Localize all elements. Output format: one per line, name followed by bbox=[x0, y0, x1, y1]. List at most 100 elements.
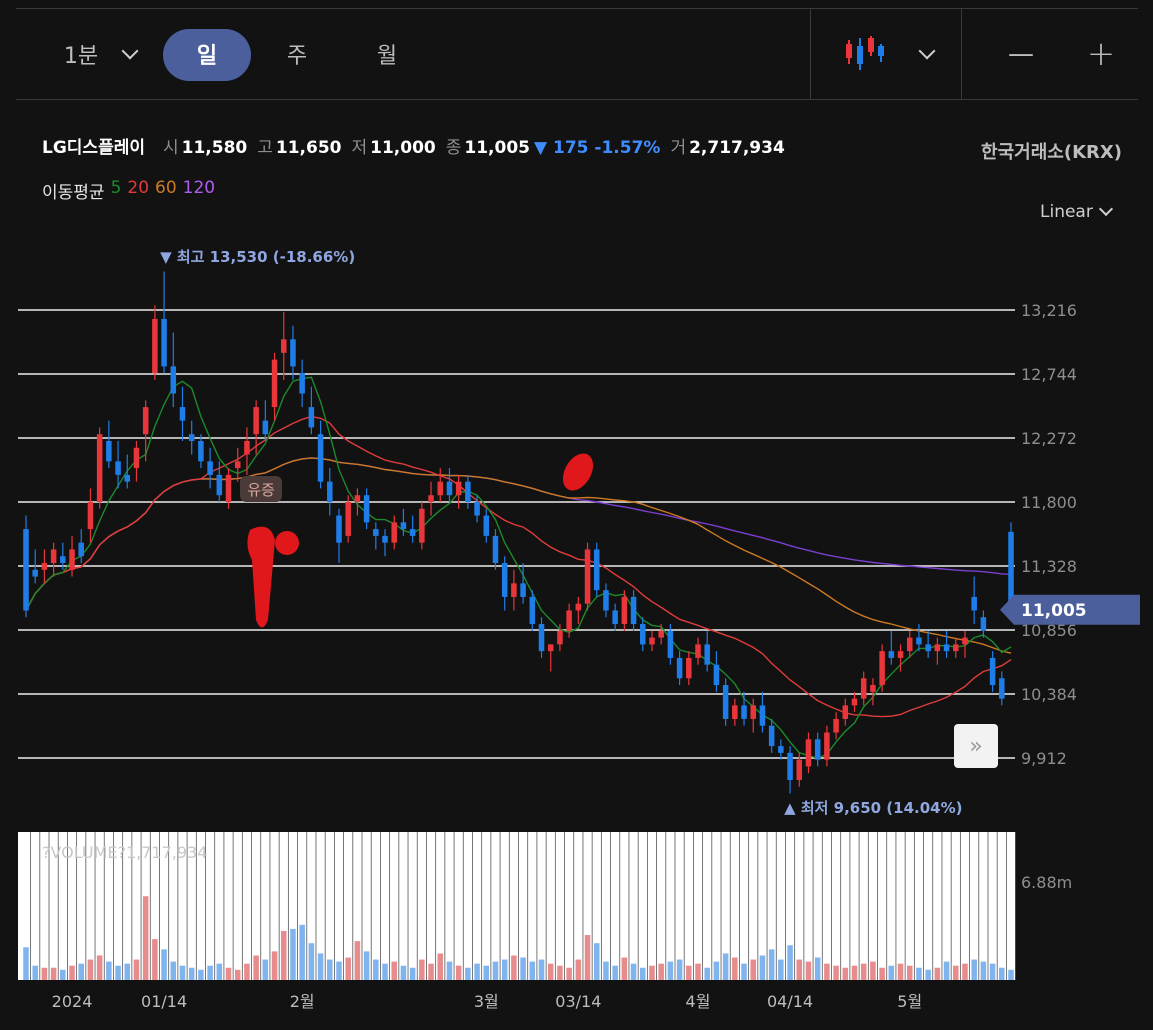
volume-bar bbox=[198, 969, 204, 980]
candle-body bbox=[824, 732, 830, 760]
double-chevron-right-icon: » bbox=[969, 733, 983, 759]
interval-month-button[interactable]: 월 bbox=[364, 9, 410, 99]
scroll-latest-button[interactable]: » bbox=[954, 724, 998, 768]
candle bbox=[419, 502, 425, 550]
candle bbox=[621, 590, 628, 631]
event-badge-bg bbox=[240, 476, 282, 502]
candle-body bbox=[207, 461, 213, 475]
candle-body bbox=[842, 705, 849, 719]
candle-body bbox=[317, 434, 324, 482]
candle bbox=[455, 474, 462, 509]
candle-body bbox=[759, 705, 766, 726]
candle-body bbox=[768, 725, 775, 747]
candle bbox=[511, 569, 517, 611]
candle bbox=[299, 359, 305, 408]
candle bbox=[962, 630, 968, 658]
candle bbox=[713, 651, 720, 692]
candle-body bbox=[290, 339, 296, 367]
candle bbox=[925, 630, 931, 658]
zoom-in-button[interactable]: + bbox=[1076, 9, 1126, 99]
interval-dropdown-chevron-icon[interactable] bbox=[120, 9, 140, 99]
candle-body bbox=[446, 481, 453, 496]
candle bbox=[879, 644, 885, 692]
candle-body bbox=[686, 657, 692, 679]
volume-bar bbox=[934, 967, 941, 980]
volume-bar bbox=[759, 955, 766, 980]
zoom-out-button[interactable]: — bbox=[996, 9, 1046, 99]
candle-body bbox=[23, 529, 29, 611]
candle bbox=[483, 508, 490, 543]
candle bbox=[133, 440, 140, 482]
interval-minute-button[interactable]: 1분 bbox=[56, 9, 106, 99]
volume-bar bbox=[584, 935, 591, 980]
candle bbox=[971, 576, 977, 625]
candle-body bbox=[198, 440, 204, 462]
candle-body bbox=[465, 481, 471, 502]
candle bbox=[373, 522, 379, 550]
interval-week-button[interactable]: 주 bbox=[274, 9, 320, 99]
interval-minute-label: 1분 bbox=[63, 44, 99, 69]
candle bbox=[437, 468, 444, 502]
volume-bar bbox=[842, 967, 849, 980]
candle-body bbox=[888, 651, 895, 658]
candle bbox=[584, 542, 591, 611]
volume-bar bbox=[133, 959, 140, 980]
interval-day-active-pill[interactable] bbox=[163, 29, 251, 81]
candle-body bbox=[529, 596, 536, 625]
scale-dropdown[interactable]: Linear bbox=[1040, 201, 1113, 222]
close-value: 11,005 bbox=[464, 138, 530, 158]
candle-body bbox=[280, 339, 287, 353]
candle-body bbox=[879, 651, 885, 686]
volume-bar bbox=[925, 969, 931, 980]
volume-bar bbox=[23, 947, 29, 980]
volume-bar bbox=[96, 955, 103, 980]
candle-body bbox=[722, 685, 729, 719]
moving-average-legend[interactable]: 이동평균 5 20 60 120 bbox=[42, 178, 215, 203]
x-tick-label: 4월 bbox=[686, 992, 711, 1011]
current-price-tag-bg bbox=[1000, 594, 1140, 625]
candle bbox=[704, 630, 710, 672]
volume-bar bbox=[787, 945, 793, 980]
volume-bar bbox=[778, 959, 784, 980]
chart-type-chevron-icon[interactable] bbox=[914, 9, 940, 99]
high-annotation: ▼ 최고 13,530 (-18.66%) bbox=[160, 248, 355, 266]
volume-bar bbox=[170, 961, 177, 980]
candle bbox=[612, 603, 618, 631]
candle-body bbox=[989, 657, 996, 686]
volume-bar bbox=[419, 959, 425, 980]
candlestick-icon[interactable] bbox=[834, 9, 894, 99]
stock-name: LG디스플레이 bbox=[42, 138, 145, 158]
volume-bar bbox=[953, 965, 959, 980]
candle-body bbox=[584, 549, 591, 604]
candle bbox=[262, 400, 269, 441]
interval-day-button[interactable]: 일 bbox=[163, 9, 251, 99]
volume-bar bbox=[999, 967, 1005, 980]
candle bbox=[179, 386, 186, 441]
candle bbox=[529, 590, 536, 631]
volume-bar bbox=[216, 963, 223, 980]
candle bbox=[888, 630, 895, 665]
volume-bar bbox=[161, 949, 167, 980]
candle-body bbox=[363, 495, 370, 523]
volume-bar bbox=[106, 961, 112, 980]
candle bbox=[842, 698, 849, 726]
candle-body bbox=[925, 644, 931, 652]
candle-body bbox=[1008, 531, 1014, 610]
candle-body bbox=[216, 474, 223, 496]
ma5-label: 5 bbox=[110, 178, 122, 198]
volume-bar bbox=[41, 967, 48, 980]
candle bbox=[253, 400, 259, 455]
candle-body bbox=[483, 515, 490, 536]
close-label: 종 bbox=[445, 138, 462, 158]
candle-body bbox=[78, 542, 84, 557]
candle bbox=[906, 630, 913, 658]
candle-body bbox=[805, 739, 812, 767]
candle bbox=[152, 305, 158, 380]
candle-body bbox=[345, 502, 351, 536]
candle-body bbox=[253, 407, 259, 435]
candle-body bbox=[299, 373, 305, 394]
volume-bar bbox=[400, 965, 407, 980]
candle bbox=[363, 488, 370, 530]
volume-bar bbox=[750, 959, 757, 980]
volume-bar bbox=[437, 953, 444, 980]
